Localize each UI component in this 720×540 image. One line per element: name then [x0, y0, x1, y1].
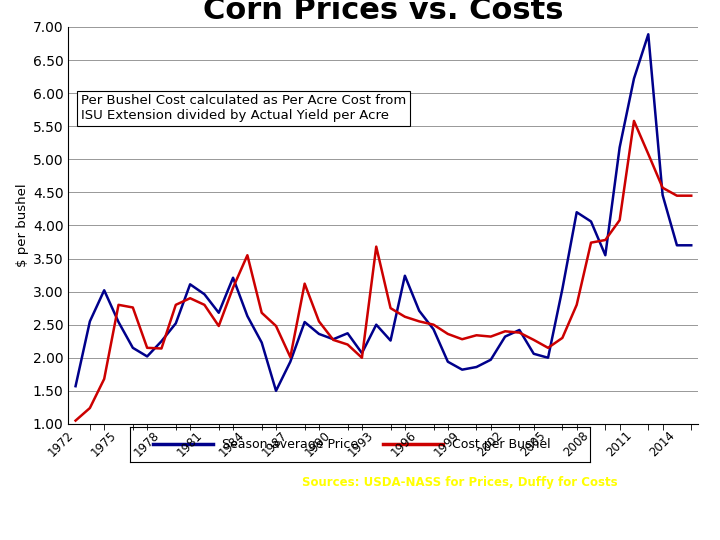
Season-average Price — [658, 192, 667, 198]
Text: Season-average Price: Season-average Price — [222, 437, 358, 451]
Season-average Price — [501, 333, 510, 340]
Cost per Bushel — [257, 309, 266, 316]
Line: Season-average Price: Season-average Price — [76, 34, 691, 391]
Text: IOWA STATE UNIVERSITY: IOWA STATE UNIVERSITY — [9, 476, 275, 494]
Cost per Bushel — [529, 336, 538, 343]
Cost per Bushel — [157, 345, 166, 352]
Season-average Price — [100, 287, 109, 294]
Cost per Bushel — [616, 217, 624, 224]
Season-average Price — [71, 383, 80, 389]
Cost per Bushel — [171, 301, 180, 308]
Cost per Bushel — [672, 192, 681, 199]
Cost per Bushel — [143, 345, 151, 351]
Season-average Price — [114, 319, 123, 325]
Cost per Bushel — [415, 318, 423, 325]
Season-average Price — [544, 354, 552, 361]
Cost per Bushel — [658, 185, 667, 191]
Season-average Price — [672, 242, 681, 248]
Season-average Price — [128, 345, 137, 351]
Season-average Price — [386, 338, 395, 344]
Cost per Bushel — [587, 239, 595, 246]
Cost per Bushel — [429, 321, 438, 328]
Season-average Price — [572, 209, 581, 215]
Season-average Price — [601, 252, 610, 259]
Season-average Price — [229, 274, 238, 281]
Season-average Price — [143, 353, 151, 360]
Cost per Bushel — [229, 285, 238, 291]
Cost per Bushel — [515, 329, 523, 336]
Season-average Price — [157, 338, 166, 345]
Season-average Price — [186, 281, 194, 288]
Season-average Price — [644, 31, 652, 37]
Cost per Bushel — [544, 345, 552, 351]
Season-average Price — [315, 330, 323, 337]
Season-average Price — [171, 320, 180, 327]
Season-average Price — [616, 144, 624, 151]
Cost per Bushel — [472, 332, 481, 339]
Cost per Bushel — [386, 305, 395, 312]
Cost per Bushel — [501, 328, 510, 335]
Season-average Price — [558, 286, 567, 292]
Y-axis label: $ per bushel: $ per bushel — [16, 184, 29, 267]
Cost per Bushel — [186, 295, 194, 301]
Cost per Bushel — [100, 376, 109, 382]
Season-average Price — [343, 330, 352, 336]
Cost per Bushel — [114, 301, 123, 308]
Cost per Bushel — [271, 323, 280, 329]
Cost per Bushel — [128, 304, 137, 310]
Cost per Bushel — [286, 354, 294, 360]
Cost per Bushel — [572, 301, 581, 308]
Text: Cost per Bushel: Cost per Bushel — [452, 437, 551, 451]
Season-average Price — [429, 326, 438, 333]
Season-average Price — [587, 218, 595, 225]
Season-average Price — [286, 359, 294, 365]
Season-average Price — [329, 336, 338, 342]
Cost per Bushel — [372, 244, 381, 250]
Cost per Bushel — [487, 333, 495, 340]
Cost per Bushel — [200, 301, 209, 308]
Cost per Bushel — [687, 192, 696, 199]
Cost per Bushel — [644, 151, 652, 157]
Season-average Price — [444, 359, 452, 365]
Cost per Bushel — [601, 237, 610, 243]
Season-average Price — [200, 291, 209, 298]
Cost per Bushel — [558, 335, 567, 341]
Season-average Price — [400, 273, 409, 279]
Season-average Price — [687, 242, 696, 248]
Title: Corn Prices vs. Costs: Corn Prices vs. Costs — [203, 0, 564, 25]
Season-average Price — [487, 356, 495, 363]
Cost per Bushel — [315, 318, 323, 325]
Cost per Bushel — [243, 252, 252, 259]
Season-average Price — [243, 313, 252, 319]
Season-average Price — [529, 350, 538, 357]
Cost per Bushel — [86, 405, 94, 411]
Text: Extension and Outreach/Department of Economics: Extension and Outreach/Department of Eco… — [9, 515, 274, 525]
Cost per Bushel — [444, 330, 452, 337]
Line: Cost per Bushel: Cost per Bushel — [76, 121, 691, 421]
Cost per Bushel — [343, 341, 352, 348]
Season-average Price — [300, 319, 309, 325]
Cost per Bushel — [215, 323, 223, 329]
Cost per Bushel — [300, 280, 309, 287]
Season-average Price — [257, 339, 266, 346]
Season-average Price — [358, 350, 366, 356]
Season-average Price — [86, 318, 94, 325]
Cost per Bushel — [630, 118, 639, 124]
Season-average Price — [271, 388, 280, 394]
Text: Per Bushel Cost calculated as Per Acre Cost from
ISU Extension divided by Actual: Per Bushel Cost calculated as Per Acre C… — [81, 94, 406, 123]
Cost per Bushel — [71, 417, 80, 424]
Season-average Price — [515, 327, 523, 333]
Cost per Bushel — [358, 354, 366, 361]
Text: Ag Decision Maker: Ag Decision Maker — [540, 516, 685, 530]
Text: Sources: USDA-NASS for Prices, Duffy for Costs: Sources: USDA-NASS for Prices, Duffy for… — [302, 476, 618, 489]
Season-average Price — [630, 76, 639, 82]
Cost per Bushel — [400, 314, 409, 320]
Cost per Bushel — [329, 336, 338, 343]
Season-average Price — [458, 367, 467, 373]
Season-average Price — [415, 308, 423, 314]
Season-average Price — [372, 321, 381, 328]
Cost per Bushel — [458, 336, 467, 342]
Season-average Price — [472, 364, 481, 370]
Season-average Price — [215, 309, 223, 316]
